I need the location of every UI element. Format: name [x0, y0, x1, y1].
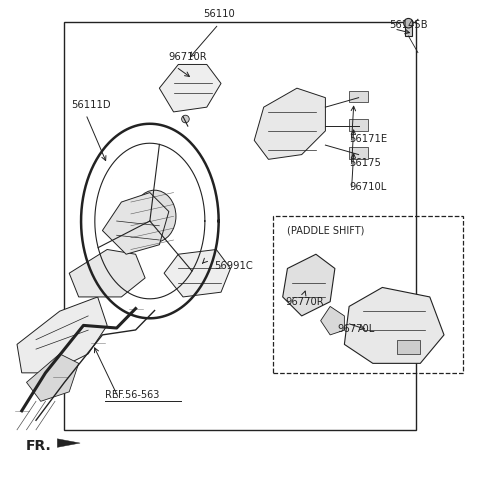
Polygon shape: [344, 288, 444, 363]
Text: FR.: FR.: [25, 439, 51, 453]
Text: 56171E: 56171E: [349, 134, 387, 144]
Bar: [349, 119, 368, 131]
Text: 56991C: 56991C: [214, 261, 252, 271]
Text: 96770L: 96770L: [337, 324, 374, 335]
Polygon shape: [321, 306, 344, 335]
Polygon shape: [57, 439, 80, 447]
Bar: [396, 340, 420, 354]
Bar: [349, 91, 368, 102]
Text: 56145B: 56145B: [389, 20, 428, 30]
Polygon shape: [17, 297, 107, 373]
Bar: [273, 216, 463, 373]
Polygon shape: [254, 88, 325, 159]
Bar: [64, 22, 416, 430]
Text: 96710L: 96710L: [349, 182, 386, 192]
Polygon shape: [283, 254, 335, 316]
Text: 56111D: 56111D: [72, 99, 111, 109]
Text: 96770R: 96770R: [285, 297, 324, 307]
Circle shape: [404, 18, 413, 28]
Polygon shape: [405, 25, 412, 36]
Text: 56175: 56175: [349, 157, 381, 168]
Polygon shape: [102, 192, 169, 254]
Polygon shape: [26, 354, 79, 401]
Polygon shape: [159, 64, 221, 112]
Polygon shape: [69, 250, 145, 297]
Bar: [349, 147, 368, 159]
Text: (PADDLE SHIFT): (PADDLE SHIFT): [288, 226, 365, 236]
Circle shape: [181, 115, 189, 123]
Text: 56110: 56110: [203, 10, 235, 19]
Text: 96710R: 96710R: [169, 52, 207, 62]
Text: REF.56-563: REF.56-563: [105, 390, 159, 400]
Polygon shape: [164, 250, 230, 297]
Ellipse shape: [133, 190, 176, 242]
